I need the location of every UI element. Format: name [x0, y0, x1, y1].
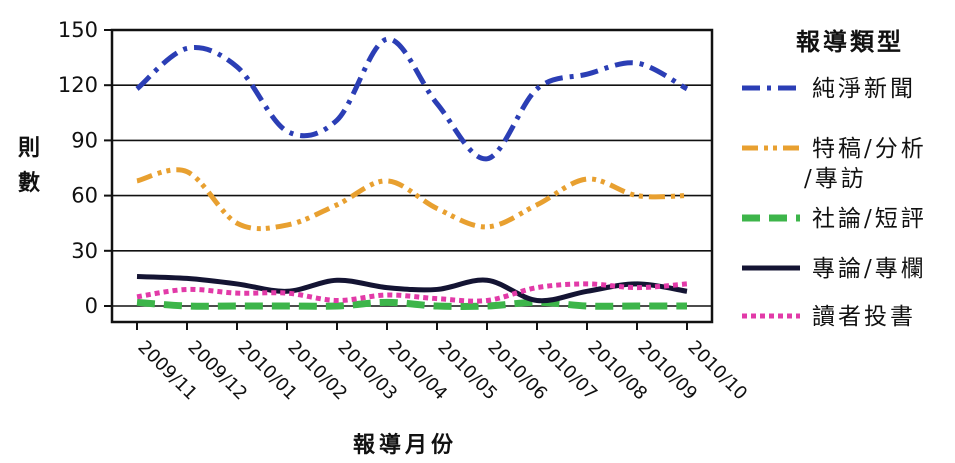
legend-label-1: 純淨新聞	[812, 76, 916, 102]
y-tick-labels: 0 30 60 90 120 150	[58, 18, 98, 318]
series-line-4	[136, 274, 688, 304]
series-line-2	[136, 167, 688, 232]
legend-label-2: 特稿/分析	[812, 136, 927, 162]
legend-label-3: 社論/短評	[812, 206, 927, 232]
series-line-5	[136, 281, 688, 304]
x-axis-title: 報導月份	[353, 432, 457, 458]
series-lines	[135, 36, 689, 310]
plot-frame	[110, 28, 714, 324]
series-line-3	[136, 298, 687, 310]
series-line-1	[135, 36, 689, 162]
y-tick-label: 60	[71, 184, 98, 208]
y-tick-label: 90	[71, 128, 98, 152]
y-axis-title-char-2: 數	[18, 170, 40, 196]
legend-title: 報導類型	[796, 27, 904, 56]
x-tick-labels: 2009/112009/122010/012010/022010/032010/…	[133, 337, 751, 405]
y-tick-label: 150	[58, 18, 98, 42]
y-tick-label: 0	[85, 294, 98, 318]
y-tick-label: 30	[71, 239, 98, 263]
legend-label-2: /專訪	[804, 166, 867, 192]
legend-label-4: 專論/專欄	[812, 256, 927, 282]
y-axis-title-char-1: 則	[18, 135, 40, 161]
y-tick-label: 120	[58, 73, 98, 97]
legend-label-5: 讀者投書	[812, 304, 916, 330]
